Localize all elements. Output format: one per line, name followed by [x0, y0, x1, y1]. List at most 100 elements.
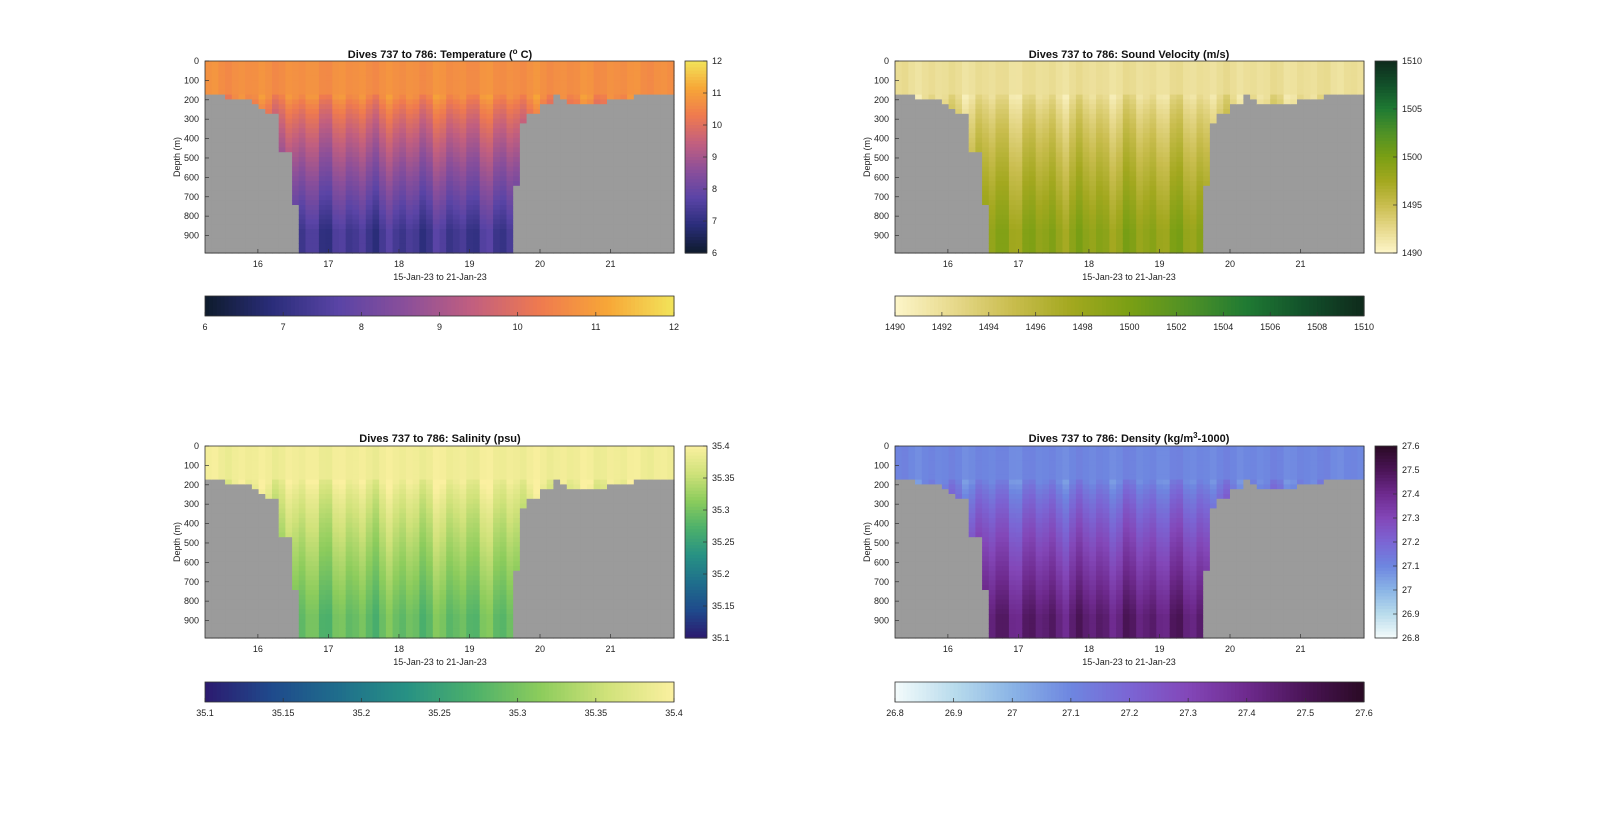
heatmap-cell: [1176, 104, 1184, 110]
colorbar-swatch: [685, 176, 707, 180]
heatmap-cell: [332, 219, 340, 225]
heatmap-cell: [928, 224, 936, 230]
heatmap-cell: [298, 133, 307, 139]
heatmap-cell: [948, 113, 956, 120]
heatmap-cell: [640, 161, 648, 168]
heatmap-cell: [479, 152, 487, 158]
heatmap-cell: [586, 238, 595, 244]
heatmap-cell: [1189, 123, 1198, 129]
heatmap-cell: [1089, 113, 1097, 120]
heatmap-cell: [1008, 99, 1017, 105]
heatmap-cell: [633, 75, 642, 81]
heatmap-cell: [955, 157, 963, 163]
heatmap-cell: [540, 65, 548, 72]
heatmap-cell: [493, 94, 501, 100]
heatmap-cell: [1136, 171, 1144, 177]
heatmap-cell: [613, 113, 621, 120]
heatmap-cell: [901, 209, 909, 216]
heatmap-cell: [1102, 161, 1110, 168]
heatmap-cell: [305, 118, 313, 124]
heatmap-cell: [1075, 147, 1084, 153]
heatmap-cell: [908, 209, 916, 216]
heatmap-cell: [452, 137, 461, 144]
heatmap-cell: [278, 229, 286, 235]
heatmap-cell: [600, 185, 608, 192]
heatmap-cell: [908, 104, 916, 110]
heatmap-cell: [1176, 70, 1184, 76]
heatmap-cell: [586, 185, 595, 192]
heatmap-cell: [1196, 137, 1204, 144]
heatmap-cell: [519, 113, 528, 120]
heatmap-cell: [419, 248, 427, 254]
colorbar-swatch: [212, 296, 218, 316]
heatmap-cell: [921, 214, 930, 220]
heatmap-cell: [962, 224, 970, 230]
heatmap-cell: [627, 181, 635, 187]
heatmap-cell: [667, 118, 675, 124]
heatmap-cell: [1169, 181, 1177, 187]
colorbar-swatch: [666, 296, 671, 316]
colorbar-swatch: [376, 296, 382, 316]
heatmap-cell: [446, 205, 454, 211]
heatmap-cell: [486, 205, 494, 211]
heatmap-cell: [1022, 137, 1030, 144]
heatmap-cell: [586, 75, 595, 81]
heatmap-cell: [225, 70, 233, 76]
heatmap-cell: [399, 238, 407, 244]
heatmap-cell: [1096, 142, 1104, 148]
heatmap-cell: [258, 99, 266, 105]
heatmap-cell: [1082, 209, 1090, 216]
heatmap-cell: [1129, 152, 1137, 158]
heatmap-cell: [546, 118, 554, 124]
heatmap-cell: [372, 157, 380, 163]
heatmap-cell: [613, 65, 621, 72]
heatmap-cell: [647, 224, 655, 230]
heatmap-cell: [1008, 161, 1017, 168]
heatmap-cell: [546, 181, 554, 187]
heatmap-cell: [660, 109, 668, 115]
heatmap-cell: [1156, 248, 1164, 254]
heatmap-cell: [298, 89, 307, 96]
heatmap-cell: [982, 123, 990, 129]
heatmap-cell: [419, 85, 427, 91]
heatmap-cell: [573, 233, 581, 240]
heatmap-cell: [553, 205, 561, 211]
heatmap-cell: [385, 224, 394, 230]
heatmap-cell: [238, 171, 246, 177]
heatmap-cell: [928, 61, 936, 67]
heatmap-cell: [533, 181, 541, 187]
colorbar-swatch: [502, 296, 507, 316]
heatmap-cell: [486, 89, 494, 96]
heatmap-cell: [345, 219, 353, 225]
heatmap-cell: [647, 85, 655, 91]
heatmap-cell: [1196, 161, 1204, 168]
heatmap-cell: [473, 229, 481, 235]
heatmap-cell: [935, 219, 943, 225]
heatmap-cell: [941, 190, 950, 196]
colorbar-swatch: [431, 296, 437, 316]
heatmap-cell: [419, 75, 427, 81]
heatmap-cell: [339, 195, 347, 201]
heatmap-cell: [211, 219, 219, 225]
heatmap-cell: [406, 238, 414, 244]
heatmap-cell: [1022, 205, 1030, 211]
heatmap-cell: [647, 94, 655, 100]
heatmap-cell: [1149, 75, 1157, 81]
heatmap-cell: [452, 118, 461, 124]
colorbar-swatch: [408, 296, 413, 316]
heatmap-cell: [506, 157, 514, 163]
heatmap-cell: [1122, 224, 1131, 230]
heatmap-cell: [1129, 243, 1137, 249]
heatmap-cell: [1089, 157, 1097, 163]
heatmap-cell: [1109, 61, 1117, 67]
heatmap-cell: [459, 152, 467, 158]
heatmap-cell: [647, 185, 655, 192]
heatmap-cell: [439, 224, 447, 230]
heatmap-cell: [948, 65, 956, 72]
heatmap-cell: [211, 200, 219, 206]
heatmap-cell: [278, 224, 286, 230]
heatmap-cell: [292, 195, 300, 201]
heatmap-cell: [439, 65, 447, 72]
heatmap-cell: [533, 209, 541, 216]
heatmap-cell: [1176, 128, 1184, 134]
